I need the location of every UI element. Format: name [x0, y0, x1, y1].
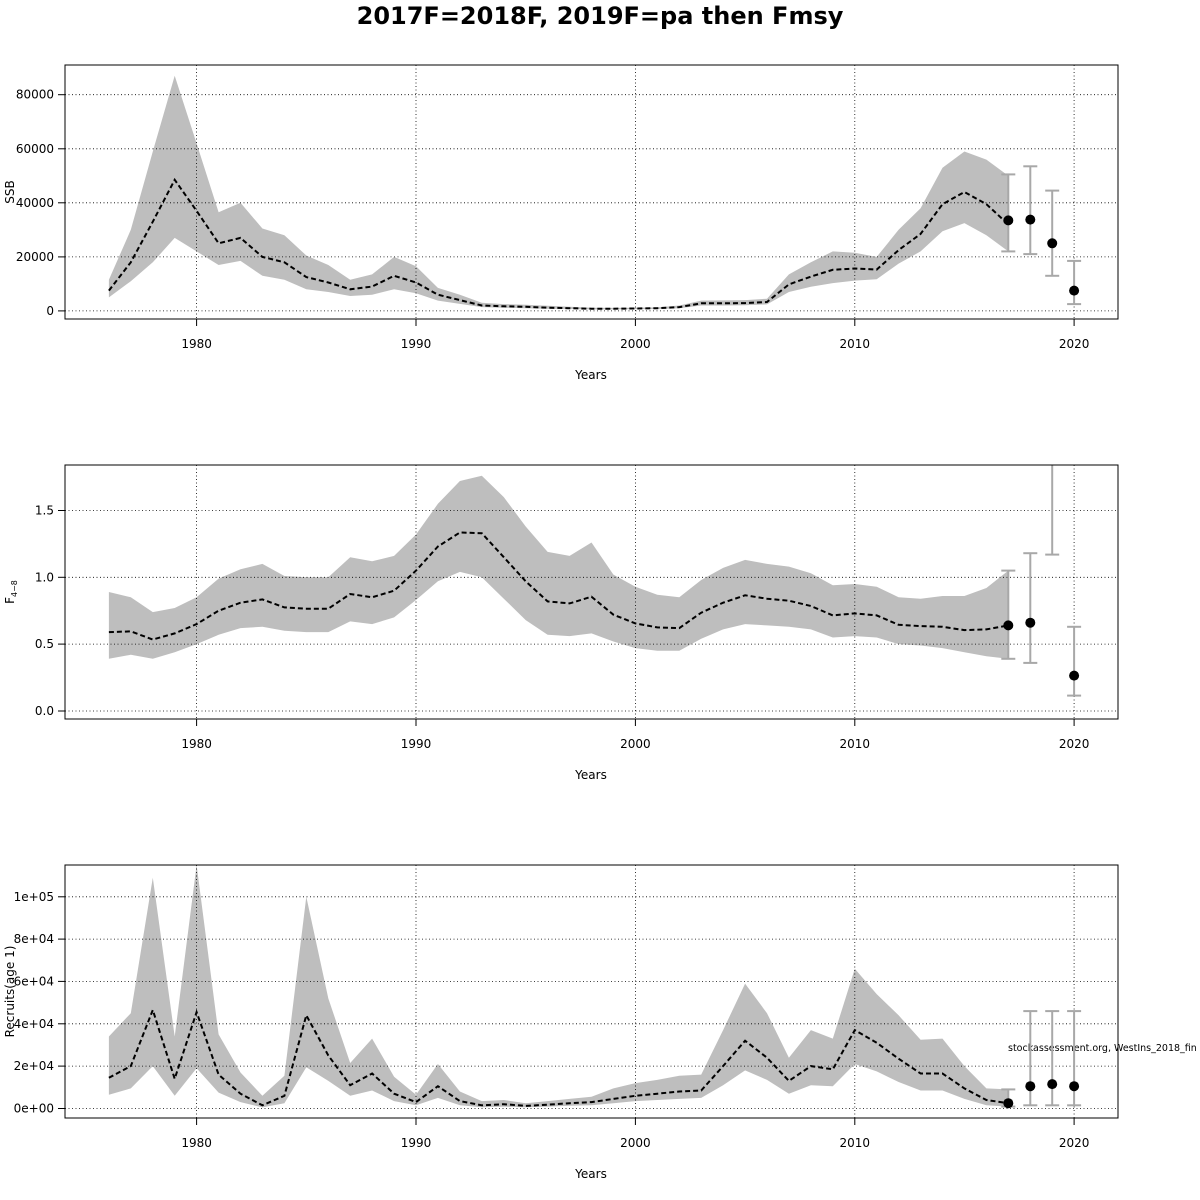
forecast-point [1047, 238, 1058, 249]
forecast-point [1069, 670, 1080, 681]
forecast-error-bar [1045, 465, 1060, 556]
y-axis-label: F4−8 [3, 580, 19, 604]
confidence-band [108, 475, 1009, 659]
estimate-line [108, 177, 1009, 310]
y-tick-label: 0.0 [35, 704, 54, 718]
x-tick-label: 2000 [620, 737, 651, 751]
y-tick-label: 1.0 [35, 570, 54, 584]
y-tick-label: 0.5 [35, 637, 54, 651]
x-tick-label: 2020 [1059, 337, 1090, 351]
plot-frame [64, 864, 1119, 1119]
x-tick-label: 1990 [401, 337, 432, 351]
forecast-error-bar [1045, 1010, 1060, 1107]
y-tick-label: 40000 [16, 196, 54, 210]
forecast-point [1003, 1098, 1014, 1109]
x-tick-label: 1980 [181, 1136, 212, 1150]
y-tick-label: 2e+04 [14, 1059, 54, 1073]
panel-3: 1980 1990 2000 2010 2020 0e+00 2e+04 4e+04 6e+04… [3, 864, 1119, 1181]
plot-area [65, 865, 1118, 1118]
x-tick-label: 2000 [620, 1136, 651, 1150]
x-tick-label: 1990 [401, 737, 432, 751]
y-axis-label: Recruits(age 1) [3, 946, 17, 1038]
forecast-point [1003, 215, 1014, 226]
x-tick-label: 2010 [840, 1136, 871, 1150]
y-tick-label: 20000 [16, 250, 54, 264]
x-tick-label: 1980 [181, 737, 212, 751]
confidence-band [108, 75, 1009, 310]
y-tick-label: 1.5 [35, 504, 54, 518]
forecast-error-bar [1001, 569, 1016, 660]
x-tick-label: 2010 [840, 337, 871, 351]
forecast-point [1025, 214, 1036, 225]
x-axis-label: Years [574, 368, 607, 382]
panels: 1980 1990 2000 2010 2020 0 20000 40000 60000 8000… [3, 64, 1119, 1181]
x-tick-label: 1980 [181, 337, 212, 351]
y-tick-label: 1e+05 [14, 890, 54, 904]
estimate-line [108, 1007, 1009, 1107]
y-tick-label: 60000 [16, 142, 54, 156]
x-tick-label: 2000 [620, 337, 651, 351]
forecast-error-bar [1001, 173, 1016, 253]
forecast-error-bar [1045, 189, 1060, 277]
x-tick-label: 2010 [840, 737, 871, 751]
x-tick-label: 1990 [401, 1136, 432, 1150]
plot-area [65, 65, 1118, 319]
x-axis-label: Years [574, 768, 607, 782]
y-tick-label: 4e+04 [14, 1017, 54, 1031]
forecast-point [1025, 1081, 1036, 1092]
y-tick-label: 0e+00 [14, 1102, 54, 1116]
y-tick-label: 0 [46, 304, 54, 318]
forecast-point [1047, 1079, 1058, 1090]
forecast-error-bar [1067, 259, 1082, 306]
confidence-band [108, 865, 1009, 1108]
forecast-error-bar [1023, 552, 1038, 664]
figure-title: 2017F=2018F, 2019F=pa then Fmsy [357, 2, 844, 30]
y-tick-label: 6e+04 [14, 974, 54, 988]
forecast-point [1069, 285, 1080, 296]
x-axis-label: Years [574, 1167, 607, 1181]
x-tick-label: 2020 [1059, 737, 1090, 751]
plot-frame [64, 64, 1119, 320]
source-note: stockassessment.org, WestIns_2018_fin [1008, 1043, 1197, 1054]
forecast-point [1069, 1081, 1080, 1092]
plot-frame [64, 464, 1119, 720]
y-axis-label: SSB [3, 180, 17, 203]
panel-1: 1980 1990 2000 2010 2020 0 20000 40000 60000 8000… [3, 64, 1119, 382]
forecast-error-bar [1023, 165, 1038, 256]
plot-area [65, 425, 1118, 719]
x-tick-label: 2020 [1059, 1136, 1090, 1150]
forecast-point [1003, 620, 1014, 631]
panel-2: 1980 1990 2000 2010 2020 0.0 0.5 1.0 1.5 Years F4−… [3, 425, 1119, 782]
forecast-point [1047, 425, 1057, 435]
forecast-error-bar [1067, 625, 1082, 697]
y-tick-label: 80000 [16, 88, 54, 102]
forecast-point [1025, 617, 1036, 628]
y-tick-label: 8e+04 [14, 932, 54, 946]
